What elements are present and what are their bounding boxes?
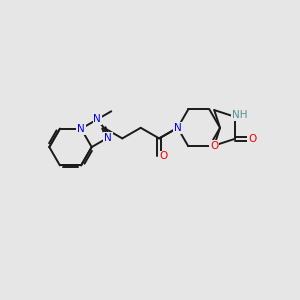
- Text: N: N: [104, 133, 112, 143]
- Text: N: N: [93, 114, 101, 124]
- Text: O: O: [159, 152, 167, 161]
- Text: O: O: [210, 140, 218, 151]
- Text: N: N: [77, 124, 85, 134]
- Text: O: O: [248, 134, 256, 144]
- Text: N: N: [174, 123, 182, 133]
- Text: NH: NH: [232, 110, 247, 120]
- Text: N: N: [174, 123, 182, 133]
